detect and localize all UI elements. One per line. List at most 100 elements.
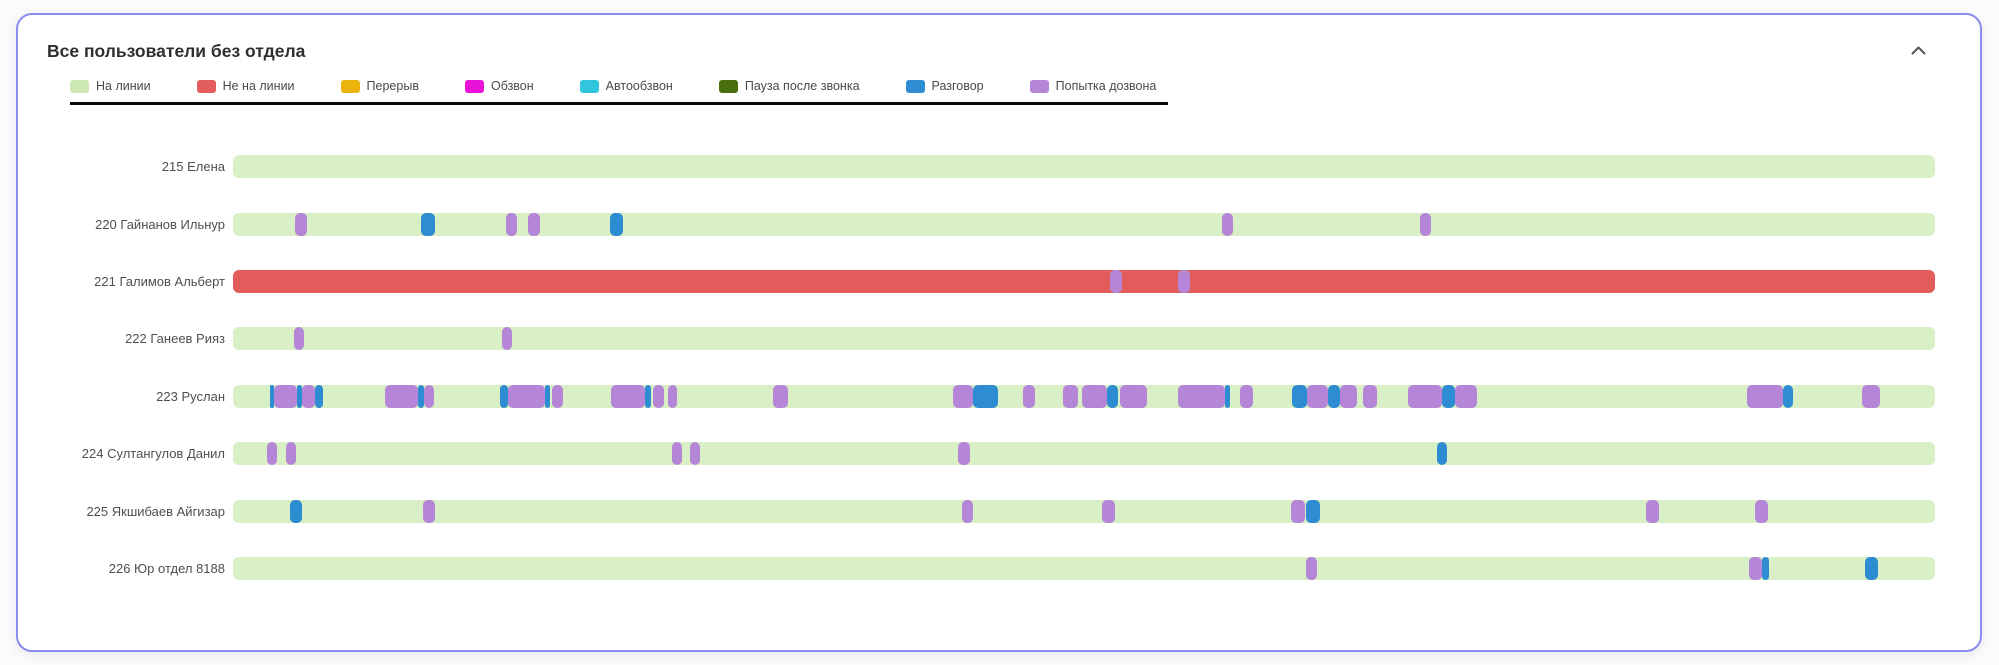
segment-talk bbox=[1865, 556, 1878, 580]
segment-attempt bbox=[301, 384, 315, 408]
segment-talk bbox=[1441, 384, 1455, 408]
segment-attempt bbox=[1455, 384, 1477, 408]
panel-header: Все пользователи без отдела bbox=[18, 15, 1980, 64]
legend-label: Обзвон bbox=[490, 79, 534, 93]
legend-swatch-attempt bbox=[1029, 79, 1049, 93]
segment-attempt bbox=[285, 442, 296, 466]
segment-attempt bbox=[1110, 269, 1123, 293]
legend-label: Не на линии bbox=[222, 79, 295, 93]
segment-attempt bbox=[1748, 556, 1762, 580]
segment-talk bbox=[1106, 384, 1119, 408]
status-bar bbox=[233, 327, 1935, 351]
segment-talk bbox=[500, 384, 509, 408]
status-bar bbox=[233, 442, 1935, 466]
segment-attempt bbox=[267, 442, 278, 466]
segment-attempt bbox=[551, 384, 564, 408]
segment-talk bbox=[645, 384, 651, 408]
legend-swatch-postcall bbox=[718, 79, 738, 93]
collapse-button[interactable] bbox=[1907, 38, 1930, 64]
legend-label: На линии bbox=[96, 79, 151, 93]
segment-talk bbox=[290, 499, 303, 523]
row-label: 226 Юр отдел 8188 bbox=[108, 560, 225, 576]
segment-talk bbox=[1783, 384, 1794, 408]
timeline-row: 222 Ганеев Рияз bbox=[18, 310, 1980, 367]
status-bar bbox=[233, 269, 1935, 293]
segment-attempt bbox=[422, 499, 436, 523]
segment-attempt bbox=[423, 384, 434, 408]
segment-talk bbox=[1224, 384, 1230, 408]
legend-label: Перерыв bbox=[366, 79, 419, 93]
legend-swatch-offline bbox=[196, 79, 216, 93]
timeline-row: 215 Елена bbox=[18, 138, 1980, 195]
segment-attempt bbox=[1290, 499, 1305, 523]
segment-attempt bbox=[773, 384, 788, 408]
segment-attempt bbox=[1119, 384, 1147, 408]
segment-attempt bbox=[527, 212, 541, 236]
status-bar-base-online bbox=[233, 442, 1935, 466]
legend-item-talk[interactable]: Разговор bbox=[905, 79, 984, 93]
segment-attempt bbox=[1339, 384, 1357, 408]
status-bar bbox=[233, 155, 1935, 179]
status-bar bbox=[233, 212, 1935, 236]
row-label: 223 Руслан bbox=[156, 388, 225, 404]
legend-swatch-talk bbox=[905, 79, 925, 93]
segment-attempt bbox=[1222, 212, 1234, 236]
segment-talk bbox=[544, 384, 550, 408]
segment-attempt bbox=[1240, 384, 1253, 408]
segment-talk bbox=[296, 384, 302, 408]
segment-attempt bbox=[952, 384, 974, 408]
legend-item-attempt[interactable]: Попытка дозвона bbox=[1029, 79, 1156, 93]
row-label: 221 Галимов Альберт bbox=[94, 273, 225, 289]
legend-item-online[interactable]: На линии bbox=[70, 79, 151, 93]
status-bar-base-offline bbox=[233, 269, 1935, 293]
segment-attempt bbox=[294, 212, 307, 236]
legend-label: Разговор bbox=[931, 79, 984, 93]
segment-attempt bbox=[1754, 499, 1768, 523]
timeline-row: 220 Гайнанов Ильнур bbox=[18, 195, 1980, 252]
legend-item-dialing[interactable]: Обзвон bbox=[464, 79, 534, 93]
segment-talk bbox=[1328, 384, 1341, 408]
segment-talk bbox=[1436, 442, 1448, 466]
segment-attempt bbox=[668, 384, 678, 408]
status-bar bbox=[233, 556, 1935, 580]
legend-item-break[interactable]: Перерыв bbox=[340, 79, 419, 93]
segment-talk bbox=[418, 384, 424, 408]
row-label: 215 Елена bbox=[161, 159, 225, 175]
segment-attempt bbox=[1305, 556, 1317, 580]
users-timeline-panel: Все пользователи без отдела На линии Не н… bbox=[16, 13, 1982, 652]
segment-attempt bbox=[1646, 499, 1659, 523]
status-bar bbox=[233, 384, 1935, 408]
segment-talk bbox=[609, 212, 623, 236]
legend-label: Автообзвон bbox=[605, 79, 673, 93]
segment-talk bbox=[973, 384, 999, 408]
row-label: 225 Якшибаев Айгизар bbox=[86, 503, 225, 519]
legend-swatch-break bbox=[340, 79, 360, 93]
segment-attempt bbox=[961, 499, 974, 523]
legend-item-offline[interactable]: Не на линии bbox=[196, 79, 295, 93]
segment-attempt bbox=[1419, 212, 1432, 236]
status-bar-base-online bbox=[233, 212, 1935, 236]
segment-attempt bbox=[689, 442, 701, 466]
legend-swatch-autodial bbox=[579, 79, 599, 93]
segment-attempt bbox=[671, 442, 682, 466]
segment-attempt bbox=[1746, 384, 1783, 408]
timeline-row: 226 Юр отдел 8188 bbox=[18, 540, 1980, 597]
segment-attempt bbox=[1102, 499, 1115, 523]
legend-item-autodial[interactable]: Автообзвон bbox=[579, 79, 673, 93]
timeline-row: 224 Султангулов Данил bbox=[18, 425, 1980, 482]
segment-attempt bbox=[1362, 384, 1377, 408]
segment-attempt bbox=[1177, 269, 1191, 293]
segment-attempt bbox=[506, 212, 518, 236]
segment-attempt bbox=[1063, 384, 1079, 408]
segment-attempt bbox=[508, 384, 545, 408]
segment-attempt bbox=[1306, 384, 1328, 408]
segment-attempt bbox=[501, 327, 512, 351]
segment-attempt bbox=[611, 384, 646, 408]
segment-attempt bbox=[1408, 384, 1443, 408]
legend-item-postcall[interactable]: Пауза после звонка bbox=[718, 79, 860, 93]
segment-talk bbox=[1305, 499, 1320, 523]
status-bar bbox=[233, 499, 1935, 523]
row-label: 224 Султангулов Данил bbox=[81, 446, 225, 462]
segment-talk bbox=[315, 384, 324, 408]
segment-attempt bbox=[293, 327, 304, 351]
